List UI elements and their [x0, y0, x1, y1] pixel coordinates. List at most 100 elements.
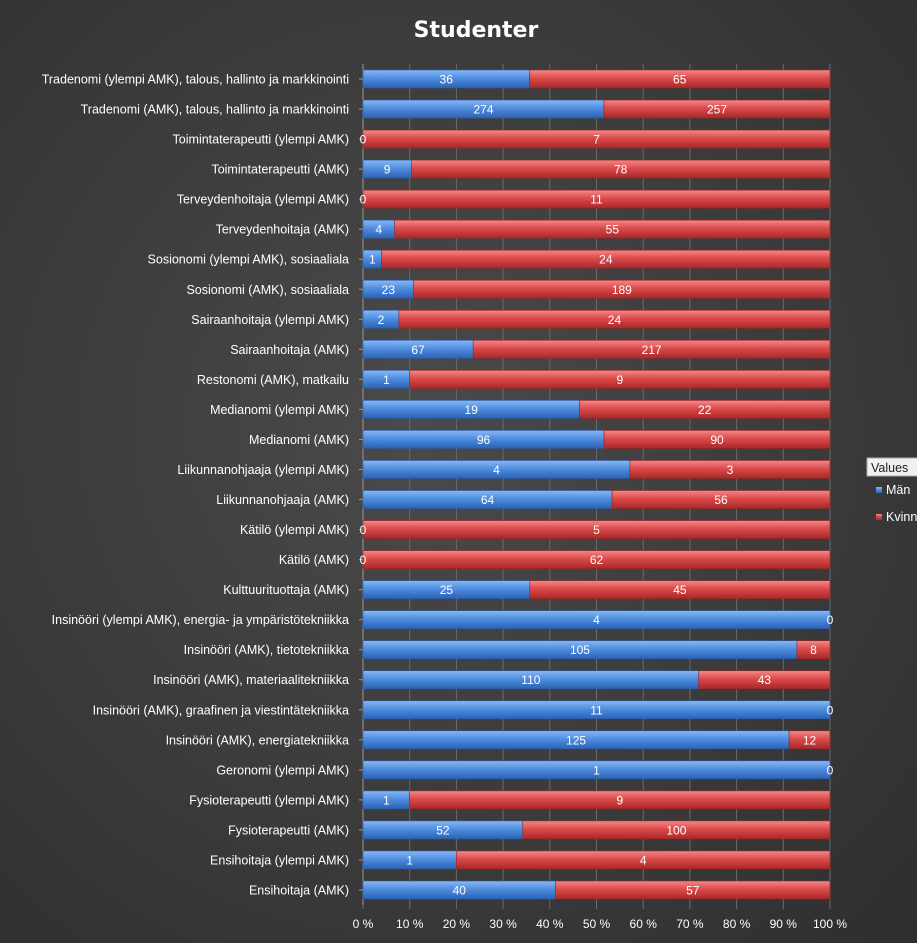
x-tick-label: 20 % [443, 917, 471, 931]
data-label-man: 1 [406, 853, 413, 867]
bar-woman [796, 640, 831, 660]
bar-woman [411, 159, 831, 179]
data-label-woman: 78 [614, 163, 628, 177]
category-label: Liikunnanohjaaja (ylempi AMK) [177, 463, 349, 477]
category-label: Kätilö (ylempi AMK) [240, 523, 349, 537]
legend-entry: Män [886, 483, 910, 497]
bar-woman [381, 249, 831, 269]
data-label-woman: 8 [810, 643, 817, 657]
category-label: Sosionomi (ylempi AMK), sosiaaliala [148, 253, 350, 267]
bar-woman [698, 670, 831, 690]
bar-woman [362, 189, 831, 209]
data-label-man: 110 [521, 673, 540, 687]
data-label-man: 64 [481, 493, 495, 507]
data-label-woman: 5 [593, 523, 600, 537]
x-tick-label: 10 % [396, 917, 424, 931]
data-label-woman: 57 [686, 884, 700, 898]
category-label: Insinööri (AMK), tietotekniikka [184, 643, 349, 657]
legend-swatch [876, 487, 882, 493]
category-label: Insinööri (AMK), energiatekniikka [166, 733, 349, 747]
data-label-woman: 4 [640, 853, 647, 867]
data-label-woman: 90 [710, 433, 724, 447]
category-label: Toimintaterapeutti (ylempi AMK) [173, 133, 349, 147]
category-label: Insinööri (AMK), graafinen ja viestintät… [93, 703, 349, 717]
data-label-woman: 100 [666, 823, 686, 837]
category-label: Ensihoitaja (AMK) [249, 884, 349, 898]
data-label-man: 19 [465, 403, 479, 417]
data-label-woman: 3 [727, 463, 734, 477]
bar-man [362, 700, 831, 720]
data-label-woman: 9 [617, 793, 624, 807]
data-label-man: 0 [360, 193, 367, 207]
data-label-woman: 0 [827, 613, 834, 627]
data-label-man: 1 [593, 763, 600, 777]
data-label-woman: 257 [707, 103, 727, 117]
bar-woman [472, 340, 831, 359]
category-label: Terveydenhoitaja (AMK) [216, 223, 349, 237]
data-label-woman: 24 [608, 313, 622, 327]
category-label: Toimintaterapeutti (AMK) [211, 163, 349, 177]
data-label-man: 1 [383, 793, 390, 807]
data-label-man: 4 [375, 223, 382, 237]
category-label: Medianomi (ylempi AMK) [210, 403, 349, 417]
legend-swatch [876, 514, 882, 520]
legend-entry: Kvinnor [886, 510, 917, 524]
bar-woman [603, 99, 831, 119]
bar-woman [529, 580, 831, 599]
category-label: Sairaanhoitaja (AMK) [230, 343, 349, 357]
data-label-woman: 43 [758, 673, 772, 687]
data-label-woman: 189 [612, 283, 632, 297]
data-label-woman: 217 [642, 343, 662, 357]
category-label: Insinööri (AMK), materiaalitekniikka [153, 673, 349, 687]
category-label: Liikunnanohjaaja (AMK) [216, 493, 349, 507]
data-label-woman: 65 [673, 73, 687, 87]
category-label: Tradenomi (ylempi AMK), talous, hallinto… [42, 73, 349, 87]
data-label-man: 96 [477, 433, 491, 447]
bar-woman [522, 820, 831, 840]
bar-woman [362, 129, 831, 149]
bar-woman [611, 490, 831, 509]
x-tick-label: 30 % [489, 917, 517, 931]
data-label-man: 67 [411, 343, 425, 357]
category-label: Kulttuurituottaja (AMK) [223, 583, 349, 597]
legend-title: Values [871, 461, 908, 475]
data-label-man: 1 [383, 373, 390, 387]
bar-woman [398, 309, 831, 329]
data-label-man: 2 [378, 313, 385, 327]
category-label: Terveydenhoitaja (ylempi AMK) [177, 193, 349, 207]
data-label-man: 1 [369, 253, 376, 267]
data-label-woman: 62 [590, 553, 604, 567]
category-label: Ensihoitaja (ylempi AMK) [210, 853, 349, 867]
data-label-woman: 24 [599, 253, 613, 267]
category-label: Tradenomi (AMK), talous, hallinto ja mar… [81, 103, 349, 117]
category-label: Fysioterapeutti (AMK) [228, 823, 349, 837]
x-tick-label: 40 % [536, 917, 564, 931]
data-label-man: 36 [440, 73, 454, 87]
category-label: Restonomi (AMK), matkailu [197, 373, 349, 387]
legend: Values Män Kvinnor [866, 457, 917, 524]
chart-title: Studenter [414, 18, 539, 43]
category-label: Kätilö (AMK) [279, 553, 349, 567]
bar-woman [456, 850, 831, 870]
data-label-woman: 22 [698, 403, 712, 417]
bar-woman [629, 460, 831, 479]
data-label-man: 23 [382, 283, 396, 297]
category-label: Sosionomi (AMK), sosiaaliala [186, 283, 349, 297]
data-label-woman: 45 [673, 583, 687, 597]
data-label-man: 4 [493, 463, 500, 477]
x-tick-label: 90 % [770, 917, 798, 931]
data-label-woman: 12 [803, 733, 817, 747]
data-label-woman: 56 [714, 493, 728, 507]
category-label: Insinööri (ylempi AMK), energia- ja ympä… [52, 613, 349, 627]
data-label-man: 0 [360, 523, 367, 537]
data-label-man: 0 [360, 133, 367, 147]
labels: 0 % 10 % 20 % 30 % 40 % 50 % 60 % 70 % 80 % 90 % 1… [42, 73, 848, 932]
bar-woman [362, 550, 831, 569]
x-tick-label: 100 % [813, 917, 847, 931]
category-label: Medianomi (AMK) [249, 433, 349, 447]
bar-woman [409, 370, 831, 389]
data-label-man: 11 [590, 703, 603, 717]
data-label-man: 4 [593, 613, 600, 627]
x-tick-label: 70 % [676, 917, 704, 931]
